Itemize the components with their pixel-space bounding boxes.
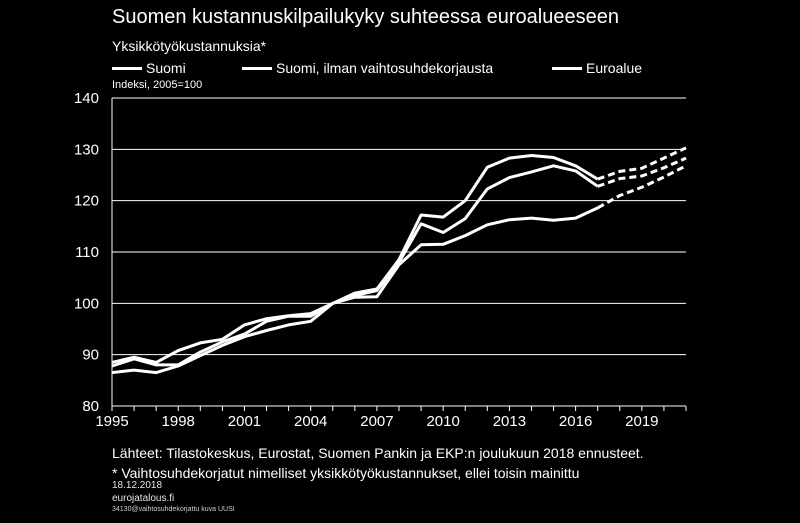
legend-swatch [112,66,142,70]
legend-label: Suomi [146,60,186,76]
site-text: eurojatalous.fi [112,493,175,504]
y-tick-label: 120 [74,193,99,210]
legend-item-suomi: Suomi [112,60,186,76]
y-tick-label: 100 [74,295,99,312]
series-line-1 [111,164,599,368]
chart-title: Suomen kustannuskilpailukyky suhteessa e… [112,6,619,28]
date-text: 18.12.2018 [112,480,163,491]
y-tick-label: 90 [82,347,99,364]
series-line-0 [111,154,599,364]
x-tick-label: 2007 [360,413,393,430]
series-forecast-line-0 [597,146,687,181]
legend-label: Euroalue [586,60,643,76]
series-line-2 [111,206,599,375]
legend-label: Suomi, ilman vaihtosuhdekorjausta [276,60,494,76]
x-tick-label: 2013 [493,413,526,430]
chart-code-text: 34130@vaihtosuhdekorjattu kuva UUSI [112,506,235,513]
legend-item-suomi-ilman: Suomi, ilman vaihtosuhdekorjausta [242,60,493,76]
legend-swatch [242,66,272,70]
x-tick-label: 1998 [162,413,195,430]
x-tick-label: 1995 [95,413,128,430]
x-tick-label: 2016 [559,413,592,430]
y-tick-label: 80 [82,398,99,415]
legend-item-euroalue: Euroalue [552,60,642,76]
x-tick-label: 2010 [426,413,459,430]
x-tick-label: 2019 [625,413,658,430]
chart-subtitle: Yksikkötyökustannuksia* [112,38,267,54]
x-tick-label: 2001 [228,413,261,430]
y-tick-label: 130 [74,141,99,158]
series-forecast-line-2 [596,164,687,210]
y-tick-label: 140 [74,90,99,107]
sources-text: Lähteet: Tilastokeskus, Eurostat, Suomen… [112,445,644,461]
footer-notes: Lähteet: Tilastokeskus, Eurostat, Suomen… [112,443,644,483]
footnote-text: * Vaihtosuhdekorjatut nimelliset yksikkö… [112,465,580,481]
series-forecast-line-1 [597,156,687,188]
x-tick-label: 2004 [294,413,327,430]
y-unit-label: Indeksi, 2005=100 [112,79,203,91]
legend-swatch [552,66,582,70]
y-tick-label: 110 [75,244,99,261]
